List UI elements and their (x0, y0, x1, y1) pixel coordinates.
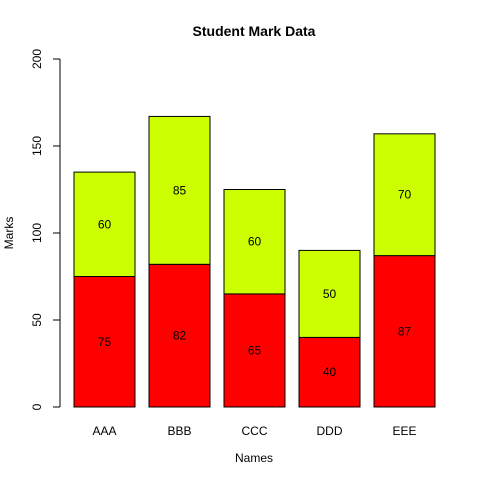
y-axis: 0 50 100 150 200 (30, 49, 61, 410)
bar-value-label: 40 (323, 365, 337, 379)
bar-ccc-segment-2 (223, 189, 286, 295)
y-tick-label: 0 (30, 403, 44, 410)
bar-value-label: 87 (398, 324, 412, 338)
bar-value-label: 65 (248, 343, 262, 357)
bar-bbb-segment-1 (148, 263, 211, 408)
bar-aaa-segment-1 (73, 276, 136, 408)
y-tick-label: 200 (30, 49, 44, 69)
x-tick-label: CCC (242, 424, 268, 438)
bar-ddd-segment-2 (298, 249, 361, 338)
bar-value-label: 75 (98, 335, 112, 349)
x-axis-label: Names (235, 451, 273, 465)
x-tick-label: AAA (92, 424, 116, 438)
x-tick-label: BBB (167, 424, 191, 438)
bar-value-label: 70 (398, 188, 412, 202)
x-tick-label: DDD (317, 424, 343, 438)
bar-bbb-segment-2 (148, 115, 211, 265)
x-tick-labels: AAA BBB CCC DDD EEE (92, 424, 416, 438)
bar-value-label: 60 (98, 217, 112, 231)
y-tick-label: 100 (30, 223, 44, 243)
y-axis-label: Marks (2, 217, 16, 250)
y-tick-label: 50 (30, 313, 44, 327)
chart-title: Student Mark Data (193, 23, 316, 39)
bar-value-label: 85 (173, 183, 187, 197)
x-tick-label: EEE (392, 424, 416, 438)
bar-value-label: 50 (323, 287, 337, 301)
bars: 75 60 82 85 65 60 40 50 87 70 (73, 115, 436, 408)
bar-ddd-segment-1 (298, 336, 361, 408)
bar-aaa-segment-2 (73, 171, 136, 278)
bar-value-label: 60 (248, 235, 262, 249)
bar-value-label: 82 (173, 329, 187, 343)
bar-eee-segment-1 (373, 255, 436, 408)
bar-eee-segment-2 (373, 133, 436, 257)
y-tick-label: 150 (30, 136, 44, 156)
bar-ccc-segment-1 (223, 293, 286, 408)
